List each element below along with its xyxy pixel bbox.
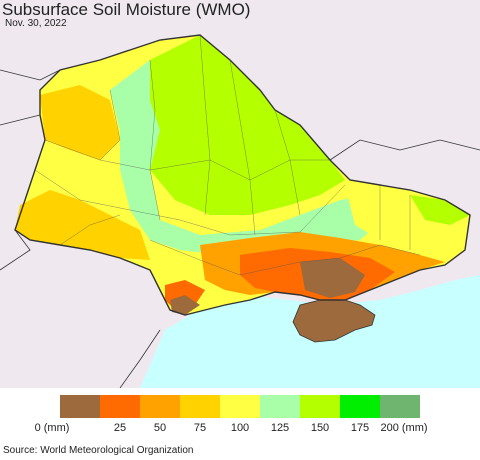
legend-tick-label: 100 — [230, 422, 250, 434]
legend-swatch — [300, 395, 340, 418]
legend-tick-label: 200 (mm) — [380, 422, 428, 434]
moisture-zone-brown-odesa — [170, 295, 200, 315]
legend-swatch — [340, 395, 380, 418]
country-border — [14, 34, 471, 316]
map-date: Nov. 30, 2022 — [5, 18, 67, 29]
source-credit: Source: World Meteorological Organizatio… — [3, 445, 194, 456]
oblast-boundaries — [34, 34, 421, 276]
legend-tick-label: 150 — [310, 422, 330, 434]
legend-swatch — [180, 395, 220, 418]
legend-tick-label: 75 — [193, 422, 207, 434]
neighbor-borders — [0, 69, 480, 388]
legend-tick-label: 25 — [113, 422, 127, 434]
legend-tick-label: 0 (mm) — [34, 422, 70, 434]
legend-swatch — [100, 395, 140, 418]
legend-swatch — [380, 395, 420, 418]
legend-swatch — [140, 395, 180, 418]
legend-tick-label: 50 — [153, 422, 167, 434]
moisture-zone-dark-green-east — [410, 195, 470, 225]
legend-color-bar — [60, 395, 420, 418]
crimea-peninsula — [293, 300, 375, 342]
legend-swatch — [60, 395, 100, 418]
soil-moisture-map — [0, 0, 480, 388]
legend-tick-label: 175 — [350, 422, 370, 434]
page-title: Subsurface Soil Moisture (WMO) — [2, 0, 251, 19]
moisture-zone-brown-kherson — [300, 258, 365, 298]
moisture-zone-yellow-east — [345, 185, 465, 258]
moisture-zone-dark-green-north — [150, 35, 345, 215]
crimea-border — [292, 299, 376, 343]
moisture-zone-gold-west — [40, 85, 120, 160]
legend-tick-label: 125 — [270, 422, 290, 434]
legend-swatch — [260, 395, 300, 418]
legend-swatch — [220, 395, 260, 418]
